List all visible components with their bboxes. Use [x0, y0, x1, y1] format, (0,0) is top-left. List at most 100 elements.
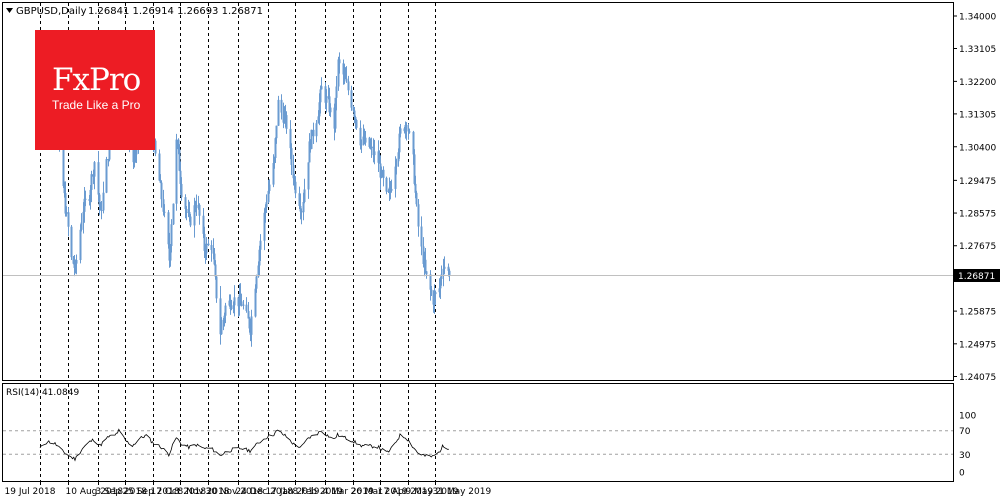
candle-body — [387, 190, 390, 192]
candle-body — [265, 202, 268, 208]
candle-body — [294, 181, 297, 194]
candle-body — [345, 78, 348, 82]
candle-body — [317, 116, 320, 124]
candle-body — [310, 129, 313, 149]
candle-body — [160, 182, 163, 200]
rsi-axis: 100 70 30 0 — [959, 412, 976, 479]
candle-body — [268, 184, 271, 191]
candle-body — [439, 278, 442, 289]
candle-body — [350, 90, 353, 108]
candle-body — [434, 292, 437, 295]
candle-body — [99, 205, 102, 211]
candle-body — [390, 188, 393, 191]
dropdown-triangle-icon[interactable] — [6, 8, 13, 13]
candle-body — [448, 270, 451, 275]
candle-body — [230, 307, 233, 309]
candle-body — [412, 131, 415, 155]
candle-body — [158, 153, 161, 181]
candle-body — [188, 211, 191, 217]
candle-body — [239, 294, 242, 302]
rsi-series — [3, 428, 953, 462]
candle-body — [210, 245, 213, 251]
candle-body — [380, 169, 383, 178]
candle-body — [352, 107, 355, 111]
y-tick-label: 1.30400 — [959, 143, 996, 153]
candle-body — [62, 148, 65, 187]
candle-body — [97, 162, 100, 195]
x-tick-label: 4 Mar 2019 — [323, 487, 375, 497]
ohlc-readout: 1.26841 1.26914 1.26693 1.26871 — [88, 6, 263, 17]
candle-body — [299, 205, 302, 212]
candle-body — [154, 140, 157, 154]
candle-body — [353, 110, 356, 118]
candle-body — [430, 289, 433, 295]
candle-body — [407, 128, 410, 132]
candle-body — [67, 212, 70, 227]
candle-body — [300, 211, 303, 213]
candle-body — [338, 59, 341, 64]
candle-body — [189, 216, 192, 226]
candle-body — [89, 189, 92, 201]
x-tick-label: 17 Oct 2018 — [151, 487, 207, 497]
candle-body — [275, 125, 278, 139]
candle-body — [320, 86, 323, 90]
candle-body — [198, 204, 201, 216]
last-price-tag — [954, 269, 1000, 282]
candle-body — [442, 268, 445, 275]
fxpro-logo: FxPro Trade Like a Pro — [35, 30, 155, 150]
candle-body — [202, 215, 205, 234]
candle-body — [359, 127, 362, 146]
candle-body — [93, 162, 96, 177]
y-tick-label: 1.27675 — [959, 242, 996, 252]
candle-series — [39, 52, 451, 347]
candle-body — [222, 319, 225, 324]
candle-body — [420, 226, 423, 247]
candle-body — [84, 198, 87, 200]
period-separators — [40, 3, 436, 481]
x-tick-label: 10 Aug 2018 — [66, 487, 124, 497]
rsi-tick-label: 70 — [959, 427, 971, 437]
candle-body — [397, 152, 400, 162]
candle-body — [398, 133, 401, 153]
y-tick-label: 1.25875 — [959, 308, 996, 318]
candle-body — [82, 211, 85, 223]
candle-body — [219, 298, 222, 335]
x-tick-label: 25 Sep 2018 — [123, 487, 180, 497]
candle-body — [312, 129, 315, 137]
candle-body — [102, 192, 105, 211]
candle-body — [229, 300, 232, 309]
candle-body — [170, 224, 173, 247]
candle-body — [233, 297, 236, 306]
rsi-title: RSI(14) 41.0849 — [6, 388, 79, 398]
candle-body — [245, 304, 248, 311]
candle-body — [273, 157, 276, 164]
candle-body — [185, 208, 188, 213]
candle-body — [177, 139, 180, 150]
candle-body — [293, 178, 296, 182]
candle-body — [184, 197, 187, 209]
candle-body — [220, 323, 223, 335]
x-tick-label: 17 Apr 2019 — [378, 487, 434, 497]
candle-body — [180, 183, 183, 198]
candle-body — [267, 190, 270, 203]
candle-body — [334, 97, 337, 129]
candle-body — [263, 212, 266, 241]
candle-body — [289, 128, 292, 149]
candle-body — [205, 243, 208, 254]
candle-body — [372, 146, 375, 156]
candle-body — [213, 253, 216, 265]
candle-body — [399, 128, 402, 134]
candle-body — [258, 249, 261, 266]
candle-body — [257, 265, 260, 277]
candle-body — [440, 274, 443, 279]
candle-body — [264, 207, 267, 213]
candle-body — [159, 180, 162, 183]
y-tick-label: 1.24975 — [959, 340, 996, 350]
candle-body — [63, 186, 66, 194]
candle-body — [255, 276, 258, 289]
rsi-panel-frame — [2, 383, 954, 482]
candle-body — [373, 151, 376, 156]
rsi-line — [39, 428, 449, 462]
candle-body — [280, 99, 283, 113]
